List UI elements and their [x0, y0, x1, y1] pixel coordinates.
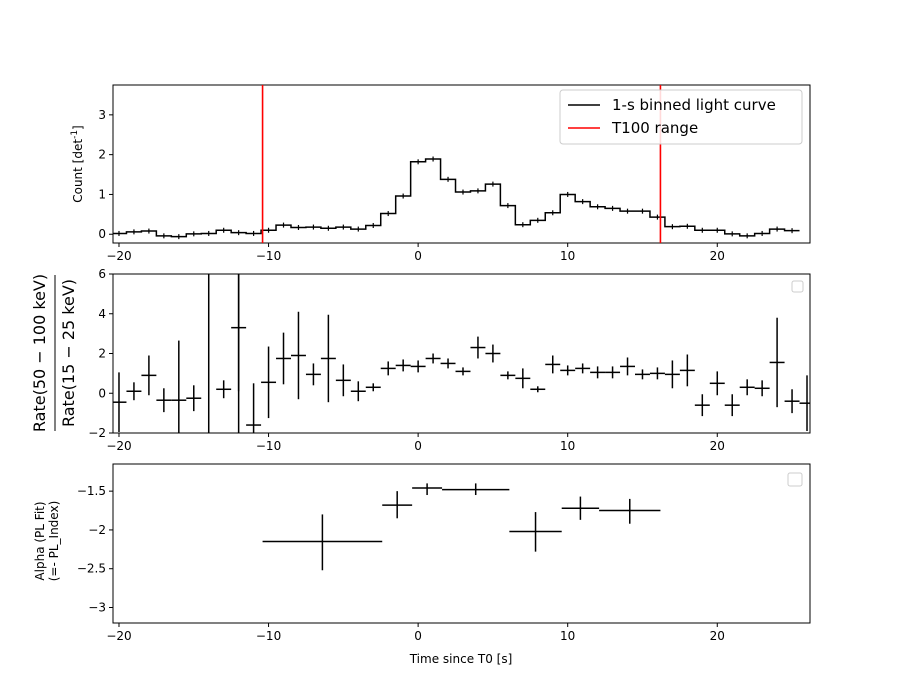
light-curve-line: [113, 158, 800, 238]
alpha-legend-box: [787, 472, 803, 487]
x-tick-label: −20: [106, 629, 131, 643]
x-tick-label: −20: [106, 249, 131, 263]
hardness-ratio-legend-box: [791, 280, 804, 293]
hardness-ratio-data: [113, 274, 810, 433]
light-curve-ticks: −20 −10 0 10 20 0 1 2 3: [98, 108, 725, 263]
y-tick-label: 2: [98, 347, 106, 361]
x-tick-label: 20: [710, 439, 725, 453]
y-tick-label: 3: [98, 108, 106, 122]
y-tick-label: −2: [88, 523, 106, 537]
x-tick-label: −10: [256, 439, 281, 453]
y-tick-label: −1.5: [77, 484, 106, 498]
y-tick-label: −2.5: [77, 562, 106, 576]
light-curve-panel: −20 −10 0 10 20 0 1 2 3 Count [det-1] 1-s binned…: [70, 84, 811, 263]
y-tick-label: 6: [98, 267, 106, 281]
x-tick-label: 0: [414, 439, 422, 453]
x-tick-label: 10: [560, 249, 575, 263]
y-tick-label: 1: [98, 187, 106, 201]
y-tick-label: −2: [88, 426, 106, 440]
light-curve-legend: 1-s binned light curve T100 range: [559, 89, 803, 145]
alpha-frame: [112, 463, 811, 624]
x-tick-label: 20: [710, 249, 725, 263]
x-tick-label: 10: [560, 629, 575, 643]
y-tick-label: −3: [88, 600, 106, 614]
y-tick-label: 0: [98, 386, 106, 400]
x-axis-label: Time since T0 [s]: [409, 652, 513, 666]
hardness-ratio-denominator: Rate(15 − 25 keV): [59, 279, 78, 427]
legend-box: [559, 89, 803, 145]
legend-label-t100: T100 range: [611, 119, 698, 137]
alpha-ticks: −20 −10 0 10 20 −1.5 −2 −2.5 −3: [77, 484, 725, 643]
x-tick-label: 20: [710, 629, 725, 643]
alpha-data: [262, 483, 661, 571]
y-tick-label: 0: [98, 227, 106, 241]
x-tick-label: 0: [414, 249, 422, 263]
hardness-ratio-frame: [112, 273, 811, 434]
hardness-ratio-numerator: Rate(50 − 100 keV): [30, 274, 49, 432]
x-tick-label: −10: [256, 249, 281, 263]
x-tick-label: 10: [560, 439, 575, 453]
y-tick-label: 2: [98, 148, 106, 162]
alpha-ylabel-top: Alpha (PL Fit): [33, 501, 47, 580]
y-tick-label: 4: [98, 307, 106, 321]
x-tick-label: −20: [106, 439, 131, 453]
light-curve-frame: [112, 84, 811, 244]
x-tick-label: −10: [256, 629, 281, 643]
x-tick-label: 0: [414, 629, 422, 643]
legend-label-light-curve: 1-s binned light curve: [612, 96, 776, 114]
light-curve-ylabel: Count [det-1]: [70, 125, 85, 203]
hardness-ratio-ylabel: Rate(50 − 100 keV) Rate(15 − 25 keV): [30, 274, 78, 432]
alpha-ylabel-bottom: (=- PL_Index): [47, 501, 61, 582]
alpha-panel: −20 −10 0 10 20 −1.5 −2 −2.5 −3 Alpha (PL Fit) (…: [33, 463, 811, 666]
